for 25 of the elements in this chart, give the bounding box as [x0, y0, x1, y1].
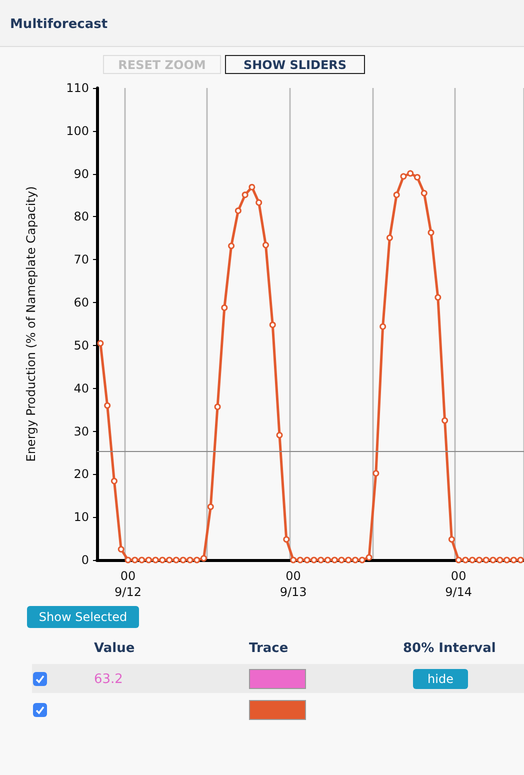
x-tick-label: 00 9/13 — [280, 569, 307, 599]
y-tick-label: 90 — [74, 166, 89, 181]
y-tick-label: 40 — [74, 381, 89, 396]
y-tick-label: 10 — [74, 510, 89, 524]
chart-title: Multiforecast — [10, 17, 108, 32]
y-tick-label: 0 — [81, 553, 89, 567]
y-tick-label: 50 — [74, 338, 89, 352]
text: RESET ZOOM — [103, 55, 221, 74]
text: Trace — [249, 641, 288, 656]
y-tick-label: 60 — [74, 296, 89, 310]
text: SHOW SLIDERS — [225, 55, 365, 74]
y-tick-label: 110 — [66, 81, 89, 95]
text: 63.2 — [94, 672, 123, 687]
y-tick-label: 20 — [74, 467, 89, 482]
y-tick-label: 70 — [74, 252, 89, 267]
y-tick-label: 30 — [74, 424, 89, 438]
text: Show Selected — [27, 606, 139, 628]
y-tick-label: 80 — [74, 210, 89, 224]
y-axis-title: Energy Production (% of Nameplate Capacity) — [24, 186, 38, 462]
y-tick-label: 100 — [66, 124, 89, 138]
x-tick-label: 00 9/14 — [445, 569, 472, 599]
text: 80% Interval — [403, 641, 496, 656]
text: hide — [413, 669, 468, 689]
text: Value — [94, 641, 135, 656]
x-tick-label: 00 9/12 — [114, 569, 142, 599]
